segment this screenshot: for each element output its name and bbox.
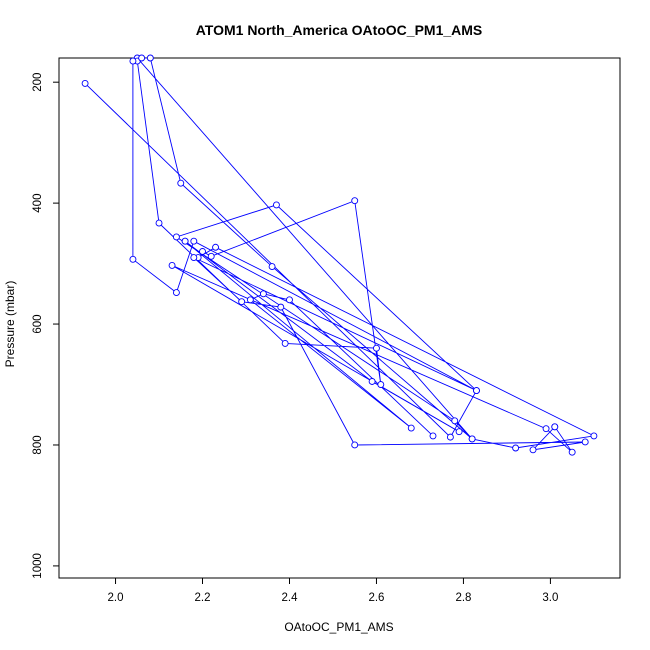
data-point: [172, 233, 180, 241]
plot-frame: [58, 57, 621, 579]
data-point: [581, 438, 589, 446]
data-point: [351, 441, 359, 449]
data-point: [268, 263, 276, 271]
x-tick-label: 2.2: [195, 592, 211, 604]
data-point: [429, 432, 437, 440]
data-point: [512, 444, 520, 452]
data-point: [129, 255, 137, 263]
data-point: [172, 289, 180, 297]
data-point: [199, 248, 206, 255]
data-point: [377, 381, 385, 388]
y-tick-label: 800: [32, 435, 44, 454]
data-point: [181, 237, 189, 245]
data-point: [455, 428, 463, 436]
data-point: [281, 339, 289, 347]
data-point: [129, 57, 137, 65]
data-point: [373, 344, 380, 352]
plot-area: 2.0 2.2 2.4 2.6 2.8 3.0 200 400 600 800 1000: [32, 54, 621, 604]
data-point: [368, 378, 376, 385]
data-point: [155, 219, 163, 227]
data-point: [246, 296, 254, 304]
data-point: [277, 303, 285, 311]
x-axis-label: OAtoOC_PM1_AMS: [284, 620, 393, 634]
data-point: [468, 435, 476, 443]
data-point: [146, 54, 154, 62]
data-point: [542, 425, 550, 433]
data-point: [451, 417, 459, 425]
data-point: [286, 296, 293, 304]
data-point: [207, 252, 215, 260]
data-point: [238, 298, 246, 306]
data-point: [212, 243, 220, 251]
data-point: [529, 446, 537, 454]
x-tick-label: 2.0: [108, 592, 124, 604]
data-point: [473, 387, 480, 395]
y-axis-label: Pressure (mbar): [3, 281, 17, 368]
data-point: [272, 201, 280, 209]
y-tick-label: 1000: [32, 553, 44, 579]
data-point: [551, 423, 559, 431]
data-point: [407, 424, 415, 432]
x-tick-label: 2.6: [368, 592, 384, 604]
data-point: [259, 290, 267, 298]
x-tick-label: 2.8: [455, 592, 471, 604]
data-point: [177, 179, 185, 187]
data-point: [568, 448, 576, 456]
x-tick-label: 3.0: [542, 592, 558, 604]
data-point: [138, 54, 146, 62]
data-point: [168, 261, 176, 269]
chart-title: ATOM1 North_America OAtoOC_PM1_AMS: [196, 22, 483, 38]
y-tick-label: 200: [32, 73, 44, 92]
data-point: [190, 254, 198, 261]
data-point: [81, 79, 89, 87]
data-point: [590, 432, 598, 440]
data-point: [190, 237, 198, 245]
data-point: [351, 197, 359, 205]
y-tick-label: 400: [32, 194, 44, 213]
data-point: [446, 433, 454, 441]
x-tick-label: 2.4: [281, 592, 298, 604]
y-tick-label: 600: [32, 314, 44, 333]
